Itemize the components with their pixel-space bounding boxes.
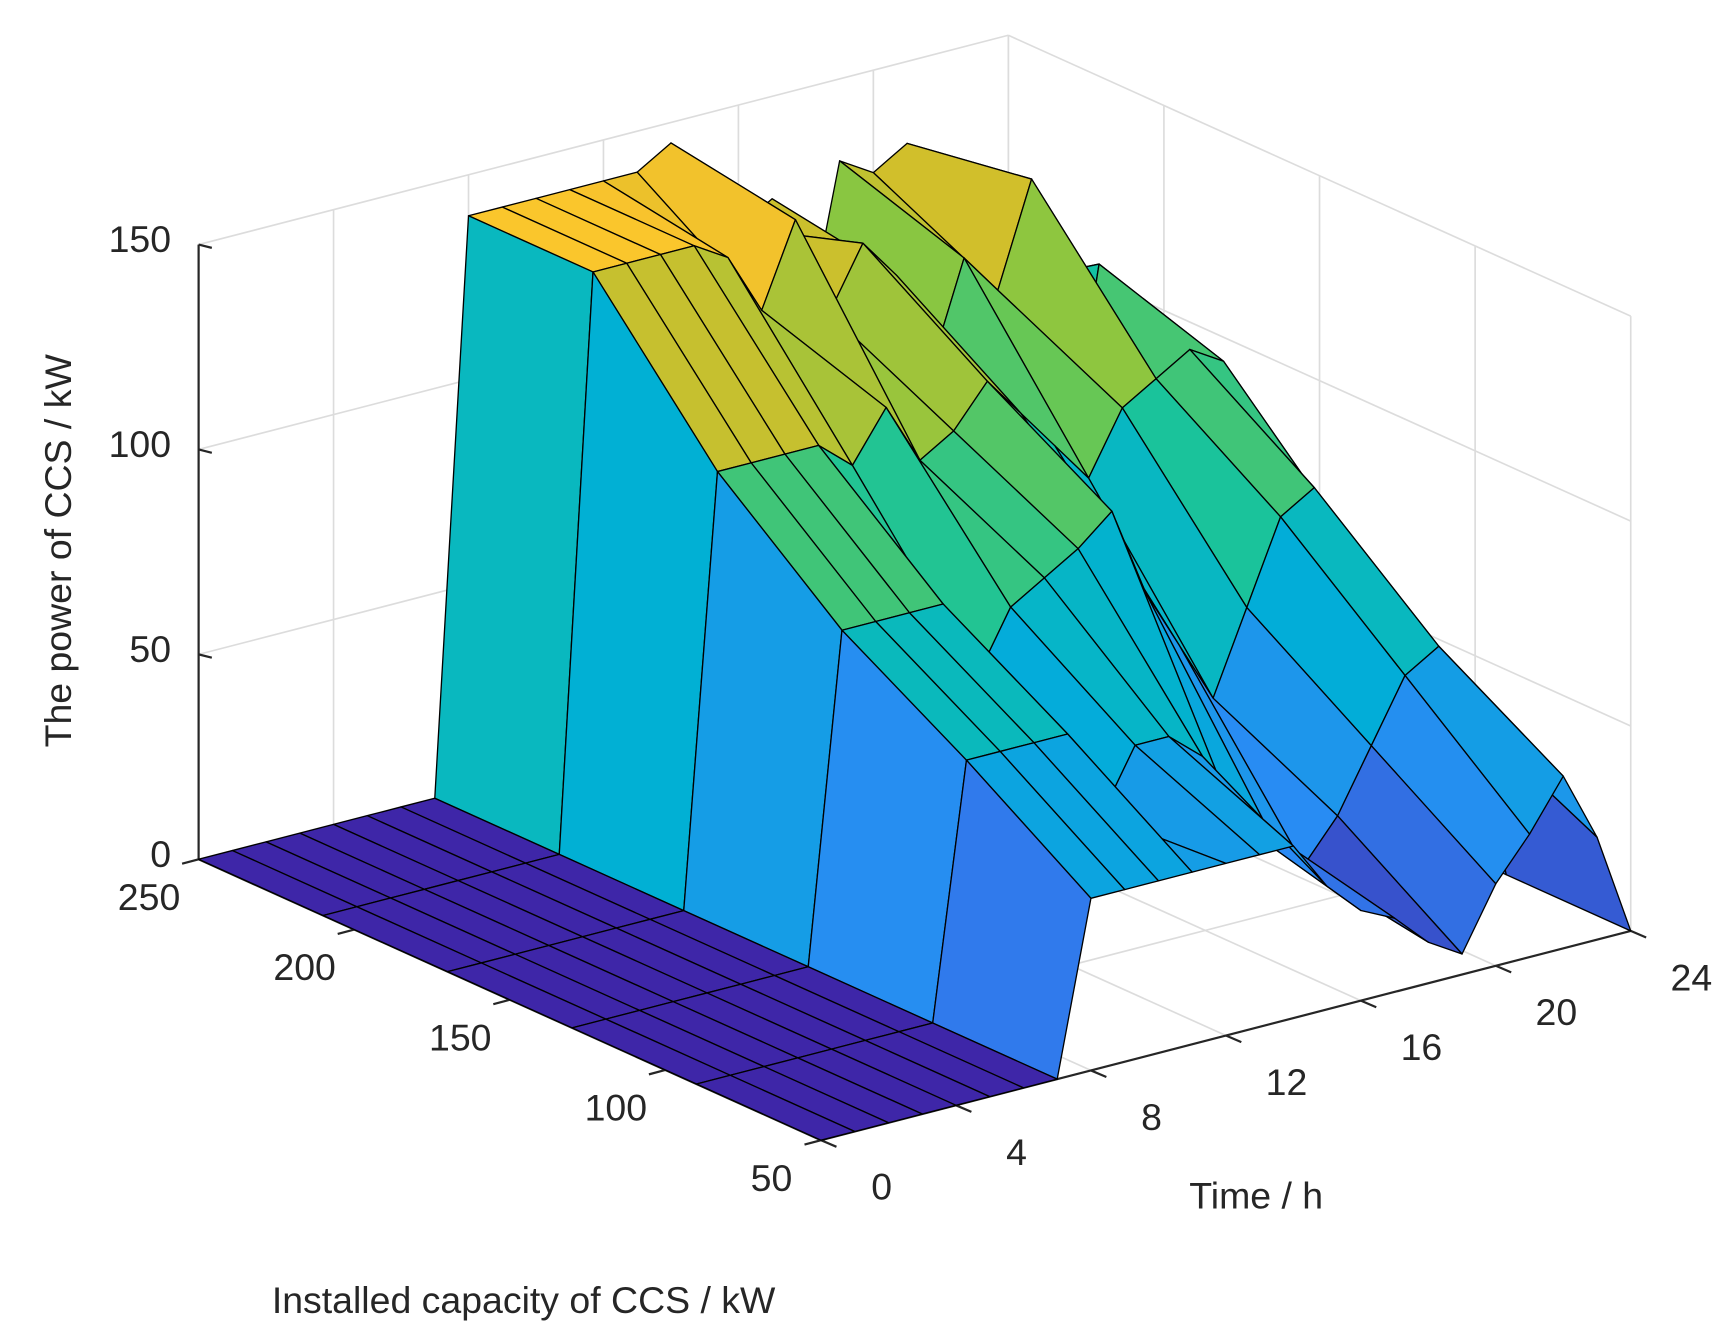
x-tick-label: 0 (871, 1166, 892, 1208)
tick-mark (198, 448, 213, 454)
tick-mark (1360, 999, 1377, 1009)
y-axis-label: Installed capacity of CCS / kW (272, 1279, 776, 1321)
y-tick-label: 50 (751, 1157, 793, 1199)
y-tick-label: 100 (585, 1087, 647, 1129)
z-tick-label: 100 (109, 423, 171, 465)
z-tick-label: 150 (109, 218, 171, 260)
x-tick-label: 16 (1401, 1026, 1443, 1068)
tick-mark (1495, 964, 1512, 974)
x-axis-label: Time / h (1189, 1174, 1323, 1216)
tick-mark (648, 1068, 666, 1076)
surface-patch (695, 1074, 856, 1141)
z-tick-label: 0 (150, 833, 171, 875)
tick-mark (337, 928, 355, 935)
x-tick-label: 20 (1536, 991, 1578, 1033)
x-tick-label: 12 (1266, 1061, 1308, 1103)
tick-mark (198, 653, 213, 659)
x-tick-label: 24 (1671, 956, 1713, 998)
y-tick-label: 250 (118, 876, 180, 918)
y-tick-label: 200 (273, 946, 335, 988)
tick-mark (1225, 1034, 1242, 1044)
tick-mark (1630, 929, 1647, 939)
x-tick-label: 8 (1141, 1096, 1162, 1138)
tick-mark (198, 243, 213, 249)
tick-mark (955, 1104, 972, 1113)
z-tick-label: 50 (129, 628, 171, 670)
tick-mark (1090, 1069, 1107, 1079)
z-axis-label: The power of CCS / kW (37, 354, 79, 748)
tick-mark (493, 998, 511, 1006)
x-tick-label: 4 (1006, 1131, 1027, 1173)
tick-mark (804, 1139, 822, 1146)
tick-mark (820, 1139, 837, 1148)
y-tick-label: 150 (429, 1016, 491, 1058)
tick-mark (181, 858, 199, 865)
